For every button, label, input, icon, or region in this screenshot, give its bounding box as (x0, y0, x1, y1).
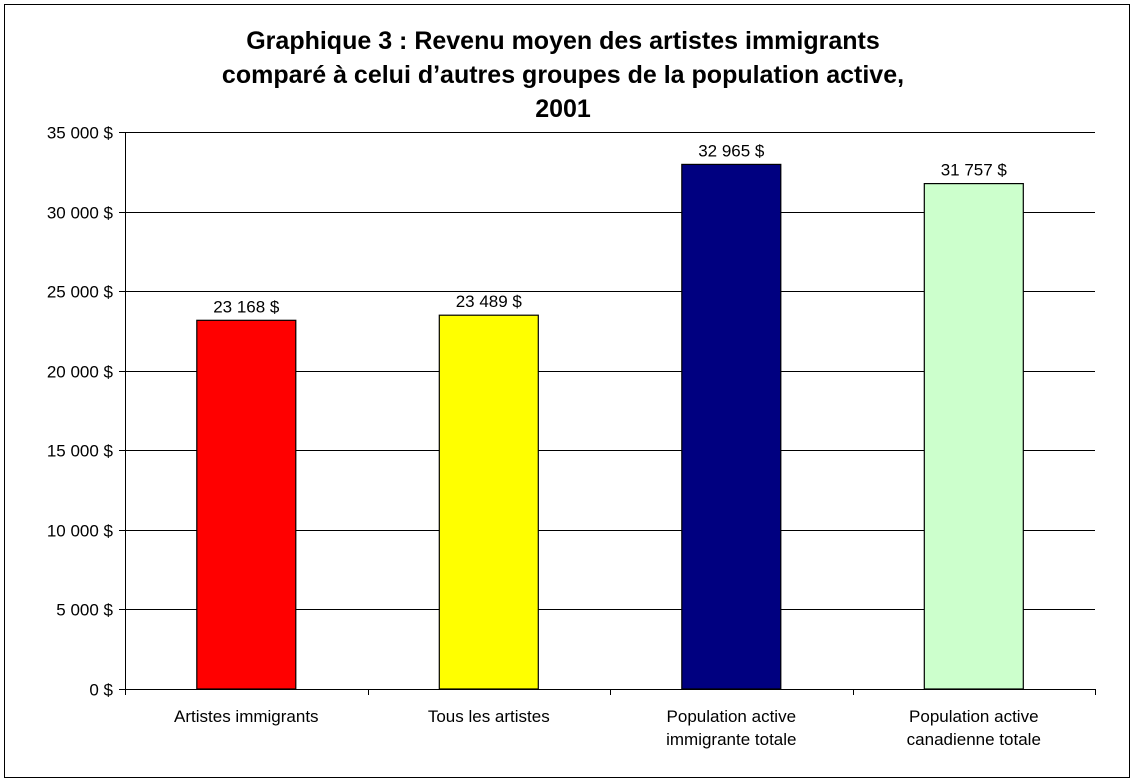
chart-title-line: 2001 (535, 95, 591, 123)
y-tick-label: 35 000 $ (47, 124, 114, 143)
chart-title-line: comparé à celui d’autres groupes de la p… (222, 61, 904, 89)
y-tick-label: 15 000 $ (47, 442, 114, 461)
x-category-label: canadienne totale (907, 730, 1041, 749)
x-category-label: Population active (909, 707, 1038, 726)
x-category-label: immigrante totale (666, 730, 796, 749)
bars (196, 163, 1024, 690)
data-label: 32 965 $ (698, 141, 765, 160)
y-tick-label: 20 000 $ (47, 363, 114, 382)
x-category-label: Population active (667, 707, 796, 726)
bar (681, 163, 782, 690)
y-tick-label: 10 000 $ (47, 522, 114, 541)
chart-title: Graphique 3 : Revenu moyen des artistes … (222, 27, 904, 123)
axes (119, 132, 1096, 695)
x-category-label: Tous les artistes (428, 707, 550, 726)
bar-chart: Graphique 3 : Revenu moyen des artistes … (47, 27, 1096, 749)
y-tick-label: 0 $ (89, 681, 113, 700)
bar (196, 319, 297, 690)
data-label: 23 168 $ (213, 297, 280, 316)
y-tick-label: 30 000 $ (47, 204, 114, 223)
y-tick-labels: 0 $ 5 000 $ 10 000 $ 15 000 $ 20 000 $ 25 000… (47, 124, 114, 700)
chart-frame: Graphique 3 : Revenu moyen des artistes … (4, 4, 1130, 778)
bar (438, 314, 539, 690)
bar (923, 183, 1024, 690)
y-tick-label: 25 000 $ (47, 283, 114, 302)
x-category-labels: Artistes immigrants Tous les artistes Popu… (174, 707, 1041, 749)
chart-title-line: Graphique 3 : Revenu moyen des artistes … (246, 27, 880, 55)
data-label: 23 489 $ (456, 292, 523, 311)
data-label: 31 757 $ (941, 161, 1008, 180)
data-labels: 23 168 $ 23 489 $ 32 965 $ 31 757 $ (213, 141, 1007, 316)
x-category-label: Artistes immigrants (174, 707, 319, 726)
y-tick-label: 5 000 $ (56, 601, 113, 620)
